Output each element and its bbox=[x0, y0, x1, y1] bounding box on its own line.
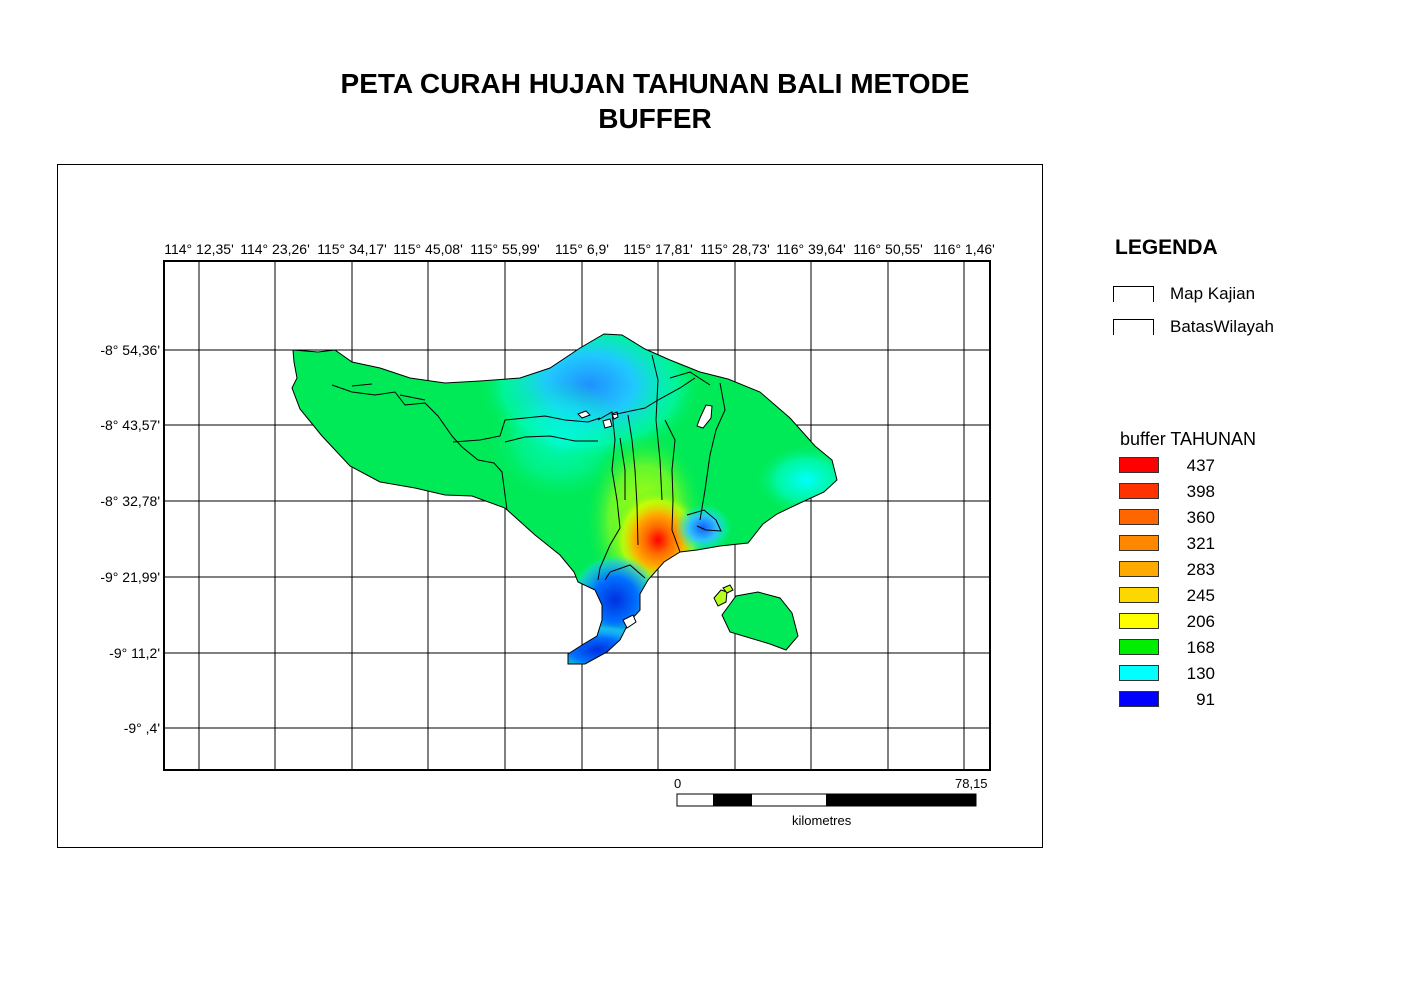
map-area-border bbox=[163, 260, 991, 771]
color-ramp-swatch bbox=[1119, 665, 1159, 681]
lake-batur bbox=[696, 404, 713, 429]
color-ramp-title: buffer TAHUNAN bbox=[1120, 429, 1257, 449]
longitude-label: 115° 55,99' bbox=[470, 241, 540, 257]
color-ramp-swatch bbox=[1119, 587, 1159, 603]
longitude-label: 116° 1,46' bbox=[933, 241, 995, 257]
color-ramp-value: 321 bbox=[1186, 534, 1215, 553]
color-ramp-value: 398 bbox=[1186, 482, 1215, 501]
color-ramp-swatch bbox=[1119, 509, 1159, 525]
longitude-label: 115° 28,73' bbox=[700, 241, 770, 257]
lake bbox=[602, 418, 613, 429]
map-frame bbox=[57, 164, 1043, 848]
longitude-label: 115° 45,08' bbox=[393, 241, 463, 257]
longitude-label: 114° 12,35' bbox=[164, 241, 234, 257]
color-ramp-swatch bbox=[1119, 535, 1159, 551]
color-ramp-value: 360 bbox=[1186, 508, 1215, 527]
small-island bbox=[713, 589, 728, 607]
legend-label: Map Kajian bbox=[1170, 284, 1256, 303]
latitude-label: -9° ,4' bbox=[124, 720, 160, 736]
scale-start-label: 0 bbox=[674, 776, 681, 791]
map-title-line-1: PETA CURAH HUJAN TAHUNAN BALI METODE bbox=[340, 68, 970, 99]
longitude-labels: 114° 12,35' 114° 23,26' 115° 34,17' 115° 45… bbox=[164, 241, 995, 257]
color-ramp-swatch bbox=[1119, 483, 1159, 499]
color-ramp-value: 206 bbox=[1186, 612, 1215, 631]
latitude-label: -8° 32,78' bbox=[100, 493, 160, 509]
regency-borders bbox=[331, 354, 726, 581]
color-ramp-swatch bbox=[1119, 613, 1159, 629]
legend-symbol bbox=[1113, 286, 1154, 302]
longitude-label: 115° 34,17' bbox=[317, 241, 387, 257]
lake bbox=[622, 614, 637, 629]
small-island bbox=[722, 584, 734, 594]
graticule bbox=[164, 261, 990, 770]
legend-label: BatasWilayah bbox=[1170, 317, 1274, 336]
color-ramp-value: 130 bbox=[1186, 664, 1215, 683]
lake bbox=[577, 410, 591, 419]
latitude-labels: -8° 54,36' -8° 43,57' -8° 32,78' -9° 21,99'… bbox=[100, 342, 160, 736]
color-ramp-value: 91 bbox=[1196, 690, 1215, 709]
color-ramp-value: 283 bbox=[1186, 560, 1215, 579]
longitude-label: 116° 39,64' bbox=[776, 241, 846, 257]
longitude-label: 114° 23,26' bbox=[240, 241, 310, 257]
scale-unit-label: kilometres bbox=[792, 813, 852, 828]
map-title: PETA CURAH HUJAN TAHUNAN BALI METODE BUF… bbox=[300, 66, 1010, 136]
map-title-line-2: BUFFER bbox=[598, 103, 712, 134]
color-ramp-swatch bbox=[1119, 691, 1159, 707]
color-ramp-value: 168 bbox=[1186, 638, 1215, 657]
longitude-label: 115° 17,81' bbox=[623, 241, 693, 257]
latitude-label: -9° 21,99' bbox=[100, 569, 160, 585]
latitude-label: -9° 11,2' bbox=[109, 645, 160, 661]
color-ramp-swatch bbox=[1119, 457, 1159, 473]
longitude-label: 115° 6,9' bbox=[555, 241, 609, 257]
color-ramp-value: 437 bbox=[1186, 456, 1215, 475]
color-ramp-swatch bbox=[1119, 561, 1159, 577]
scale-end-label: 78,15 bbox=[955, 776, 988, 791]
color-ramp-swatch bbox=[1119, 639, 1159, 655]
legend-symbol bbox=[1113, 319, 1154, 335]
latitude-label: -8° 54,36' bbox=[100, 342, 160, 358]
color-ramp-value: 245 bbox=[1186, 586, 1215, 605]
latitude-label: -8° 43,57' bbox=[100, 417, 160, 433]
scale-bar: 0 78,15 kilometres bbox=[674, 776, 988, 828]
legend-title: LEGENDA bbox=[1115, 236, 1218, 259]
longitude-label: 116° 50,55' bbox=[853, 241, 923, 257]
